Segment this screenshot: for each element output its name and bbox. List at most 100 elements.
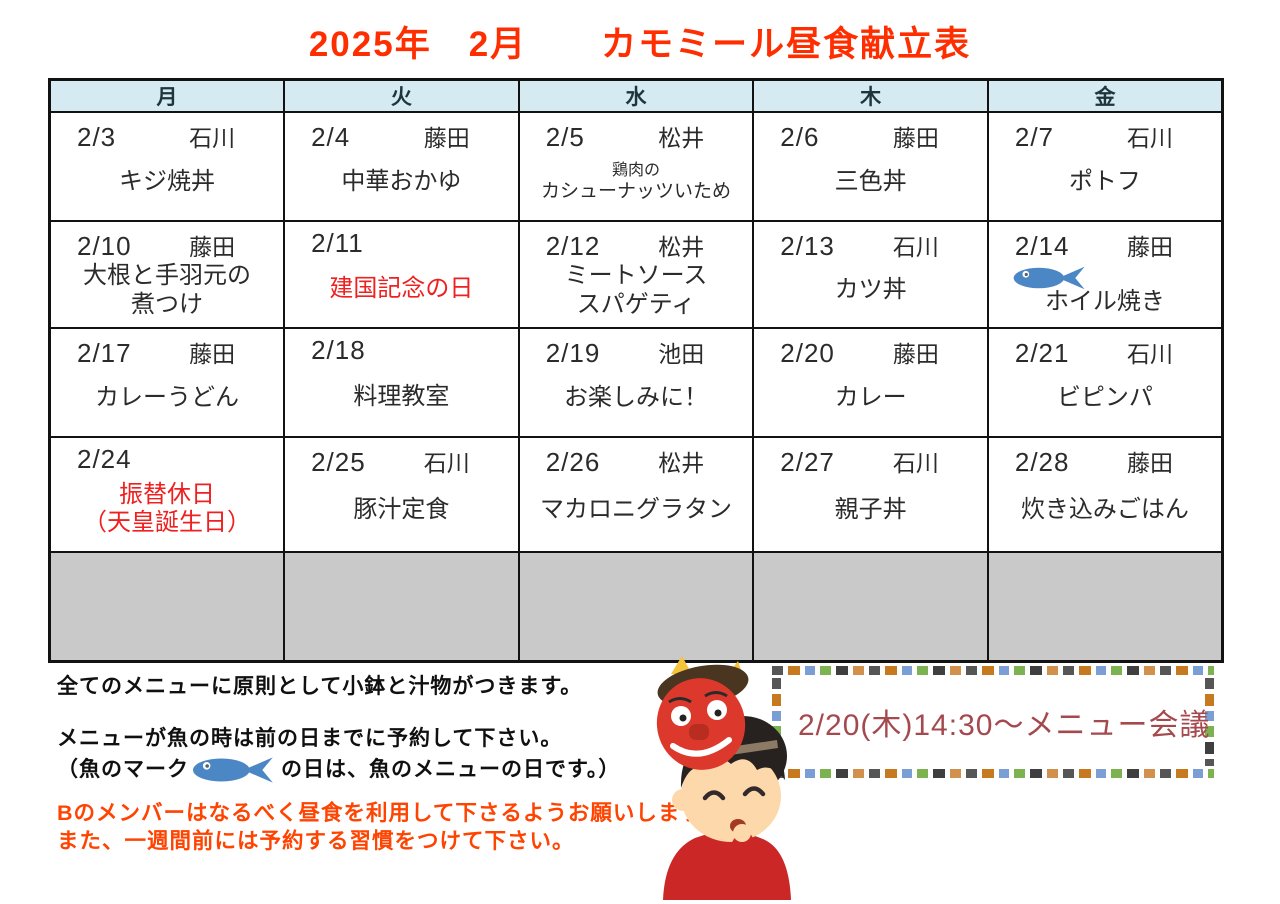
notice-b-members: Bのメンバーはなるべく昼食を利用して下さるようお願いします。 また、一週間前には… [57,799,723,856]
day-cell-2-11: 2/11 建国記念の日 [283,220,520,329]
date-label: 2/17 [77,338,132,368]
date-label: 2/10 [77,231,132,261]
date-label: 2/27 [780,447,835,477]
date-label: 2/7 [1014,122,1055,152]
day-cell-2-6: 2/6 藤田 三色丼 [752,111,989,222]
note-fish-line2-post: の日は、魚のメニューの日です。） [281,758,621,782]
menu-line: 大根と手羽元の [83,262,252,290]
date-label: 2/24 [77,444,132,474]
date-label: 2/14 [1014,231,1070,261]
day-cell-2-19: 2/19 池田 お楽しみに！ [517,327,755,438]
holiday-label: 建国記念の日 [285,259,518,327]
menu-line: マカロニグラタン [539,496,732,524]
day-cell-2-3: 2/3 石川 キジ焼丼 [48,111,286,222]
menu-line: ポトフ [1068,168,1141,196]
note-fish-reservation: メニューが魚の時は前の日までに予約して下さい。 （魚のマーク の日は、魚のメニュ… [57,726,620,786]
week-row-3: 2/17 藤田 カレーうどん 2/18 料理教室 2/19 池田 お楽しみに！ 2/… [48,327,1224,438]
duty-name: 石川 [423,450,470,476]
empty-cell [986,551,1224,663]
day-cell-2-25: 2/25 石川 豚汁定食 [283,436,520,553]
date-label: 2/3 [77,122,117,152]
duty-name: 松井 [658,450,705,476]
menu-line: ホイル焼き [1044,288,1165,316]
oni-mask-icon [656,656,749,770]
duty-name: 石川 [1127,341,1173,367]
day-cell-2-27: 2/27 石川 親子丼 [752,436,989,553]
date-label: 2/11 [311,228,364,258]
day-cell-2-24: 2/24 振替休日 （天皇誕生日） [48,436,286,553]
banner-border-right-icons [1205,678,1214,766]
menu-line: カシューナッツいため [540,180,731,202]
date-label: 2/19 [545,338,601,368]
header-thursday: 木 [752,78,989,113]
date-label: 2/21 [1014,338,1070,368]
menu-line: お楽しみに！ [563,384,708,412]
note-fish-line1: メニューが魚の時は前の日までに予約して下さい。 [57,727,563,750]
menu-line: 振替休日 [119,480,216,508]
fish-icon [193,754,277,786]
duty-name: 藤田 [189,234,236,260]
menu-line: 建国記念の日 [329,274,474,302]
menu-line: カレー [834,384,907,412]
duty-name: 藤田 [189,341,236,367]
duty-name: 藤田 [1127,234,1173,260]
day-cell-2-10: 2/10 藤田 大根と手羽元の 煮つけ [48,220,286,329]
empty-cell [48,551,286,663]
week-row-4: 2/24 振替休日 （天皇誕生日） 2/25 石川 豚汁定食 2/26 松井 マカロニ… [48,436,1224,553]
day-cell-2-13: 2/13 石川 カツ丼 [752,220,989,329]
date-label: 2/28 [1014,447,1070,477]
banner-border-top-icons [772,666,1214,675]
week-row-2: 2/10 藤田 大根と手羽元の 煮つけ 2/11 建国記念の日 2/12 松井 ミート… [48,220,1224,329]
duty-name: 石川 [892,450,939,476]
note-side-dishes: 全てのメニューに原則として小鉢と汁物がつきます。 [57,675,583,698]
fish-icon [1013,264,1089,292]
menu-line: カレーうどん [95,384,240,412]
note-fish-line2: （魚のマーク の日は、魚のメニューの日です。） [57,754,620,786]
empty-cell [752,551,989,663]
menu-line: 三色丼 [834,168,907,196]
duty-name: 松井 [658,125,705,151]
date-label: 2/13 [780,231,835,261]
duty-name: 石川 [1127,125,1173,151]
empty-cell [283,551,520,663]
duty-name: 藤田 [892,125,939,151]
weekday-header-row: 月 火 水 木 金 [48,78,1224,113]
notice-line2: また、一週間前には予約する習慣をつけて下さい。 [57,829,575,854]
date-label: 2/25 [311,447,366,477]
day-cell-2-4: 2/4 藤田 中華おかゆ [283,111,520,222]
header-friday: 金 [986,78,1224,113]
duty-name: 松井 [658,234,705,260]
menu-line: 料理教室 [353,382,450,410]
setsubun-boy-oni-mask-illustration [643,656,795,900]
banner-border-left-icons [772,678,781,766]
notice-line1: Bのメンバーはなるべく昼食を利用して下さるようお願いします。 [57,801,724,825]
page-title: 2025年 2月 カモミール昼食献立表 [308,25,972,64]
menu-line: ビピンパ [1056,384,1153,412]
duty-name: 藤田 [892,341,939,367]
empty-week-row [48,551,1224,663]
banner-border-bottom-icons [772,769,1214,778]
date-label: 2/20 [780,338,835,368]
holiday-label: 振替休日 （天皇誕生日） [51,475,283,551]
menu-line: 煮つけ [131,290,204,318]
menu-line: 炊き込みごはん [1020,496,1189,524]
menu-line: 中華おかゆ [341,168,462,196]
menu-line: 親子丼 [834,496,907,524]
menu-calendar-table: 月 火 水 木 金 2/3 石川 キジ焼丼 2/4 藤田 中華おかゆ 2/5 松井 鶏… [48,78,1224,663]
menu-line: ミートソース [564,262,708,290]
date-label: 2/5 [545,122,585,152]
day-cell-2-5: 2/5 松井 鶏肉の カシューナッツいため [517,111,755,222]
menu-line: 豚汁定食 [353,496,450,524]
week-row-1: 2/3 石川 キジ焼丼 2/4 藤田 中華おかゆ 2/5 松井 鶏肉の カシューナッツい… [48,111,1224,222]
day-cell-2-7: 2/7 石川 ポトフ [986,111,1224,222]
day-cell-2-14: 2/14 藤田 ホイル焼き [986,220,1224,329]
duty-name: 藤田 [1127,450,1173,476]
day-cell-2-12: 2/12 松井 ミートソース スパゲティ [517,220,755,329]
day-cell-2-18: 2/18 料理教室 [283,327,520,438]
menu-line: 鶏肉の [611,161,660,179]
header-monday: 月 [48,78,286,113]
day-cell-2-20: 2/20 藤田 カレー [752,327,989,438]
meeting-banner-text: 2/20(木)14:30〜メニュー会議 [798,709,1211,742]
duty-name: 池田 [658,341,705,367]
menu-line: カツ丼 [834,276,907,304]
